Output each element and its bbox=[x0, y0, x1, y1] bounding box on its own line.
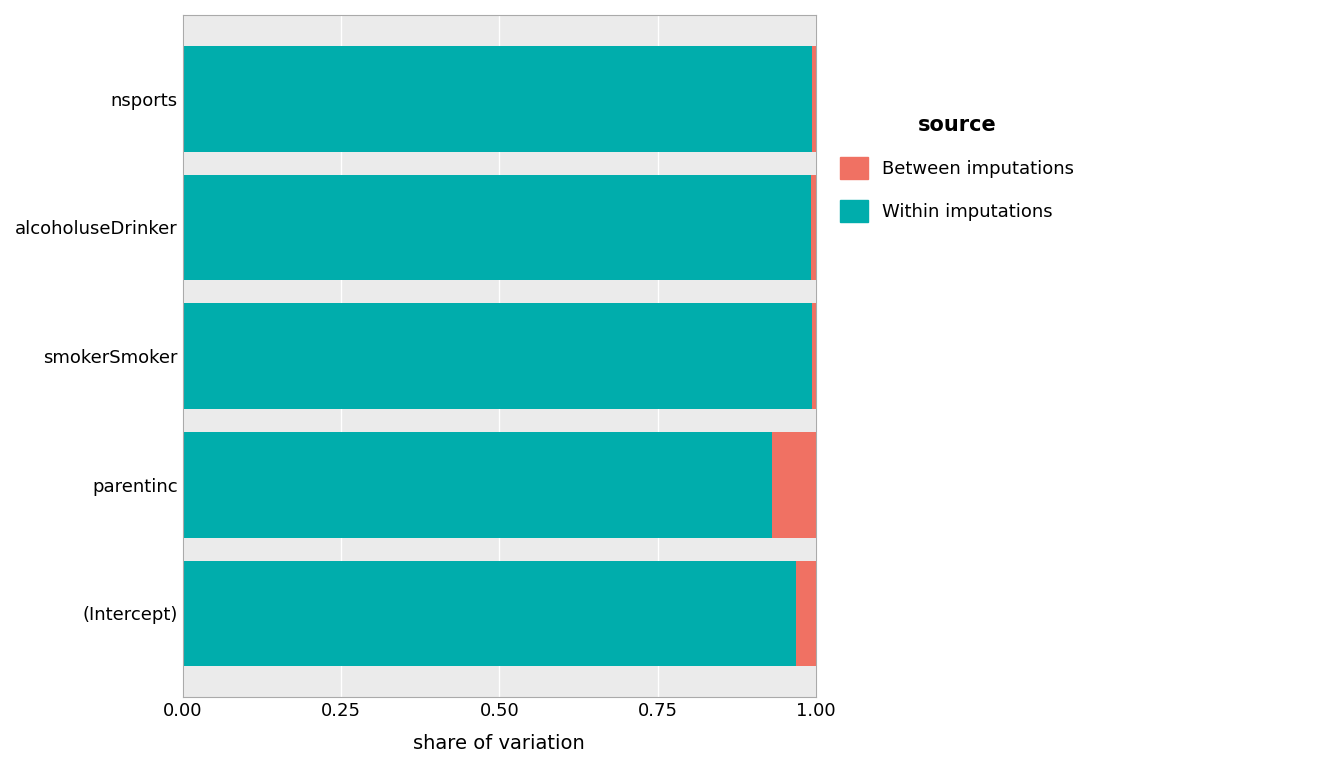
X-axis label: share of variation: share of variation bbox=[414, 734, 585, 753]
Bar bbox=[771, 432, 816, 538]
Bar bbox=[183, 174, 810, 280]
Bar bbox=[812, 303, 816, 409]
Bar bbox=[183, 561, 796, 666]
Bar bbox=[183, 303, 812, 409]
Bar bbox=[812, 46, 816, 151]
Bar bbox=[183, 432, 771, 538]
Bar bbox=[183, 46, 812, 151]
Legend: Between imputations, Within imputations: Between imputations, Within imputations bbox=[832, 106, 1083, 231]
Bar bbox=[796, 561, 816, 666]
Bar bbox=[810, 174, 816, 280]
